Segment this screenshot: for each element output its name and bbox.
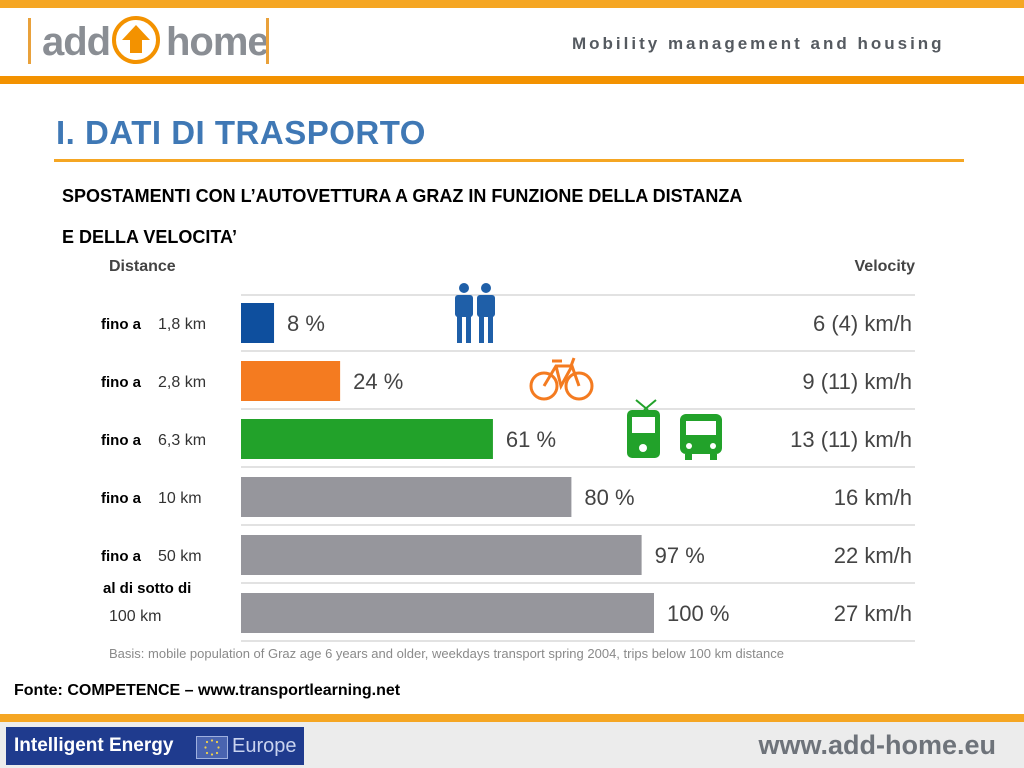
bicycle-icon (529, 357, 594, 401)
logo-text-home: home (166, 20, 270, 64)
bar (241, 303, 275, 343)
row-prefix-label: fino a (101, 374, 142, 391)
header-band (0, 8, 1024, 76)
bar-value-label: 97 % (655, 543, 705, 568)
row-prefix-label: fino a (101, 490, 142, 507)
chart-footnote: Basis: mobile population of Graz age 6 y… (109, 646, 784, 661)
distance-label: 100 km (109, 608, 161, 625)
velocity-label: 16 km/h (834, 485, 912, 510)
bar (241, 477, 572, 517)
distance-column-header: Distance (109, 258, 176, 275)
ie-logo-text: Intelligent Energy (14, 735, 174, 756)
distance-velocity-bar-chart: Distance Velocity 8 % 6 (4) km/h fino a 1,8… (101, 258, 916, 661)
logo-left-bar (28, 18, 31, 64)
header-bottom-stripe (0, 76, 1024, 84)
tram-icon (627, 399, 660, 458)
distance-label: 2,8 km (158, 374, 206, 391)
footer-stripe (0, 714, 1024, 722)
source-citation: Fonte: COMPETENCE – www.transportlearnin… (14, 682, 401, 699)
header-top-stripe (0, 0, 1024, 8)
bus-icon (680, 414, 722, 460)
ie-logo-europe-text: Europe (232, 735, 297, 757)
pedestrians-icon (455, 283, 495, 343)
bar-value-label: 100 % (667, 601, 729, 626)
bar (241, 419, 493, 459)
header-tagline: Mobility management and housing (572, 34, 945, 53)
distance-label: 10 km (158, 490, 202, 507)
velocity-label: 27 km/h (834, 601, 912, 626)
bar (241, 361, 341, 401)
logo-right-bar (266, 18, 269, 64)
subtitle-line-2: E DELLA VELOCITA’ (62, 227, 238, 247)
distance-label: 50 km (158, 548, 202, 565)
bar-value-label: 8 % (287, 311, 325, 336)
bar (241, 593, 654, 633)
velocity-label: 9 (11) km/h (802, 369, 912, 394)
title-underline (54, 159, 964, 162)
add-home-logo[interactable]: add home (28, 16, 270, 68)
row-prefix-label: fino a (101, 548, 142, 565)
bar-value-label: 80 % (584, 485, 634, 510)
bar (241, 535, 642, 575)
intelligent-energy-europe-logo[interactable]: Intelligent Energy Europe (6, 727, 304, 765)
row-prefix-label: fino a (101, 432, 142, 449)
distance-label: 1,8 km (158, 316, 206, 333)
subtitle-line-1: SPOSTAMENTI CON L’AUTOVETTURA A GRAZ IN … (62, 186, 743, 206)
chart-rows: 8 % 6 (4) km/h fino a 1,8 km 24 % 9 (11) km/h… (101, 294, 915, 642)
website-url[interactable]: www.add-home.eu (758, 730, 996, 760)
slide-title: I. DATI DI TRASPORTO (56, 114, 426, 151)
eu-flag-icon (196, 736, 228, 759)
logo-text-add: add (42, 20, 111, 64)
velocity-label: 6 (4) km/h (813, 311, 912, 336)
row-prefix-label: fino a (101, 316, 142, 333)
row-prefix-label: al di sotto di (103, 580, 191, 597)
distance-label: 6,3 km (158, 432, 206, 449)
slide-subtitle: SPOSTAMENTI CON L’AUTOVETTURA A GRAZ IN … (62, 176, 962, 258)
mode-icons (455, 283, 722, 460)
velocity-label: 22 km/h (834, 543, 912, 568)
velocity-label: 13 (11) km/h (790, 427, 912, 452)
bar-value-label: 24 % (353, 369, 403, 394)
bar-value-label: 61 % (506, 427, 556, 452)
velocity-column-header: Velocity (855, 258, 916, 275)
house-arrow-icon (112, 16, 160, 64)
